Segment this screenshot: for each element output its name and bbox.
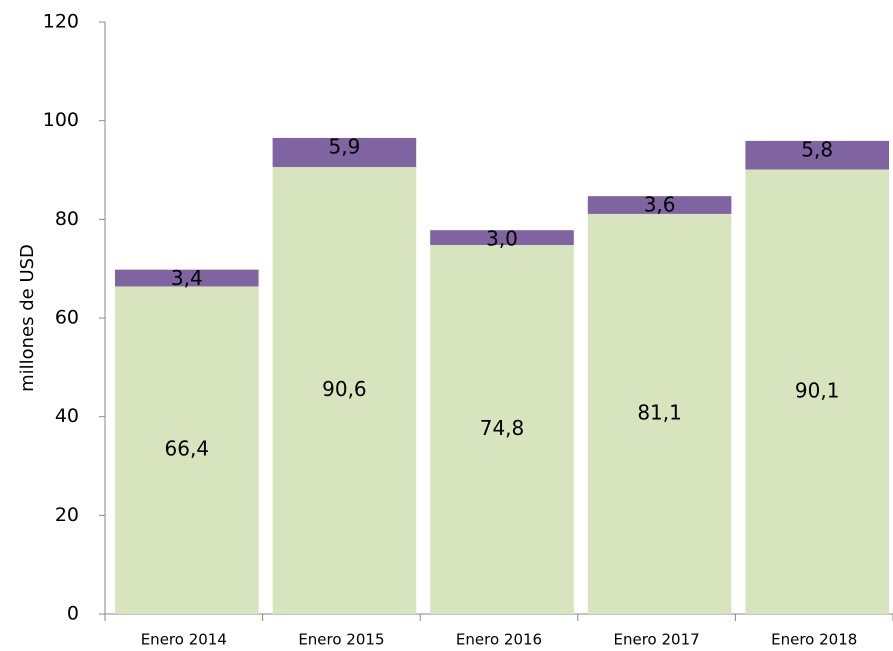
bar-segment xyxy=(430,230,574,245)
x-tick-label: Enero 2016 xyxy=(456,631,542,649)
bar-segment xyxy=(587,213,732,614)
x-tick-label: Enero 2015 xyxy=(298,631,384,649)
bar-segment xyxy=(745,140,889,170)
bar-segment xyxy=(272,137,417,168)
x-tick-label: Enero 2017 xyxy=(614,631,700,649)
bar-segment xyxy=(115,269,259,287)
data-label: 3,0 xyxy=(486,227,518,251)
y-axis-label: millones de USD xyxy=(17,244,38,392)
y-tick-label: 80 xyxy=(55,208,79,230)
y-tick-label: 120 xyxy=(43,11,79,33)
y-tick-label: 0 xyxy=(67,603,79,625)
data-label: 90,6 xyxy=(322,377,367,401)
data-label: 5,8 xyxy=(801,137,833,161)
x-tick-label: Enero 2018 xyxy=(771,631,857,649)
y-tick-label: 20 xyxy=(55,504,79,526)
bar-segment xyxy=(587,196,732,214)
data-label: 3,6 xyxy=(644,193,676,217)
bar-segment xyxy=(745,169,889,615)
x-tick-label: Enero 2014 xyxy=(141,631,227,649)
data-label: 74,8 xyxy=(480,416,525,440)
bar-segment xyxy=(272,167,417,615)
y-tick-label: 100 xyxy=(43,109,79,131)
y-tick-label: 40 xyxy=(55,405,79,427)
bar-segment xyxy=(115,286,259,614)
data-label: 66,4 xyxy=(165,437,210,461)
data-label: 81,1 xyxy=(637,400,682,424)
data-label: 90,1 xyxy=(795,378,840,402)
data-label: 5,9 xyxy=(328,134,360,158)
data-label: 3,4 xyxy=(171,266,203,290)
bar-segment xyxy=(430,244,574,614)
y-tick-label: 60 xyxy=(55,307,79,329)
